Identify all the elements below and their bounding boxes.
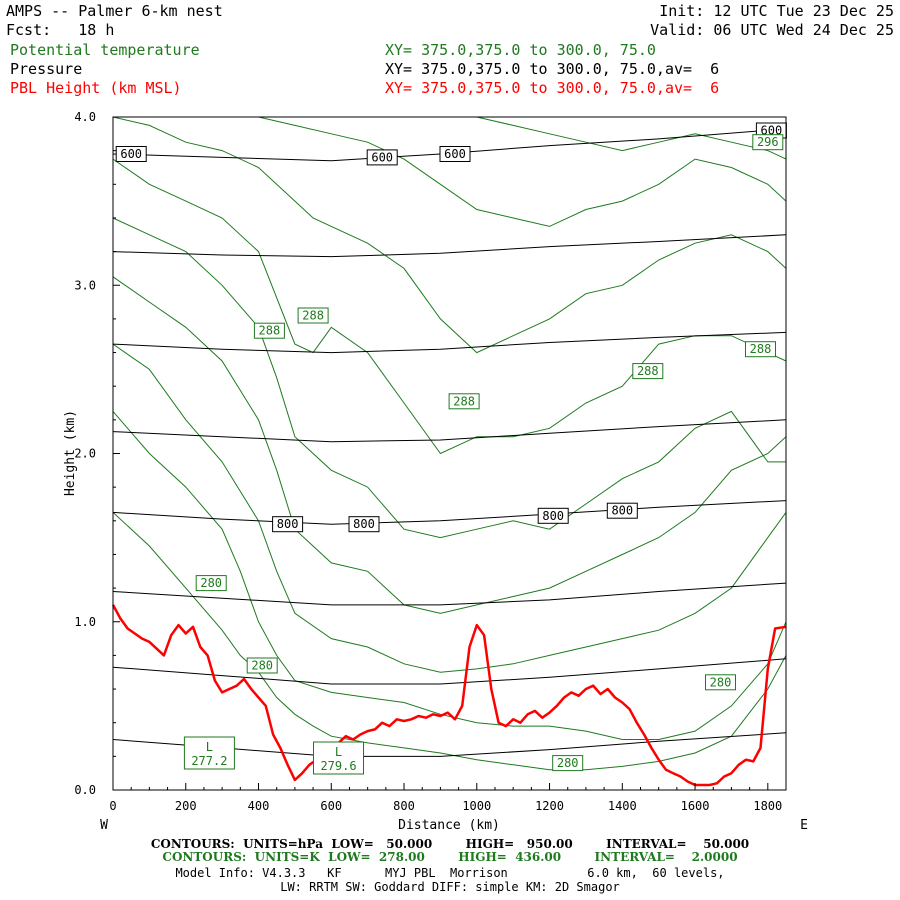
xy-pressure: XY= 375.0,375.0 to 300.0, 75.0,av= 6 (385, 60, 720, 78)
y-tick-label-2: 2.0 (74, 447, 96, 461)
theta-label-288: 288 (745, 341, 776, 358)
x-tick-label-1400: 1400 (608, 799, 637, 813)
svg-text:288: 288 (637, 364, 659, 378)
footer-theta-contours: CONTOURS: UNITS=K LOW= 278.00 HIGH= 436.… (162, 850, 738, 864)
y-tick-label-1: 1.0 (74, 615, 96, 629)
pressure-contour-800 (112, 500, 787, 525)
theta-low-letter: L (335, 745, 342, 759)
pressure-label-600: 600 (439, 146, 471, 162)
xy-pbl: XY= 375.0,375.0 to 300.0, 75.0,av= 6 (385, 79, 720, 97)
theta-contour-1 (112, 512, 787, 771)
footer-model-info: Model Info: V4.3.3 KF MYJ PBL Morrison 6… (175, 866, 725, 880)
svg-text:600: 600 (371, 150, 393, 164)
theta-contour-4 (112, 276, 787, 614)
svg-text:288: 288 (453, 394, 475, 408)
pressure-label-800: 800 (348, 516, 380, 533)
theta-label-280: 280 (705, 674, 736, 691)
x-tick-label-0: 0 (109, 799, 116, 813)
forecast-hour: Fcst: 18 h (6, 21, 115, 39)
svg-text:600: 600 (120, 147, 142, 161)
svg-text:280: 280 (557, 756, 579, 770)
pressure-contour-750 (112, 419, 787, 443)
pressure-label-600: 600 (366, 149, 398, 166)
theta-label-280: 280 (552, 755, 584, 772)
theta-label-288: 288 (448, 393, 480, 410)
field-pressure-label: Pressure (10, 60, 83, 78)
theta-contour-9 (476, 116, 787, 160)
xy-theta: XY= 375.0,375.0 to 300.0, 75.0 (385, 41, 656, 59)
x-tick-label-1000: 1000 (462, 799, 491, 813)
theta-label-280: 280 (195, 575, 227, 592)
theta-label-280: 280 (246, 657, 278, 674)
pressure-label-800: 800 (606, 502, 638, 519)
x-tick-label-600: 600 (320, 799, 342, 813)
pressure-label-800: 800 (272, 516, 304, 533)
theta-contour-2 (112, 411, 787, 740)
theta-low-letter: L (206, 740, 213, 754)
x-axis-label: Distance (km) (398, 818, 500, 833)
svg-text:600: 600 (444, 147, 466, 161)
svg-text:296: 296 (757, 135, 779, 149)
svg-text:600: 600 (761, 124, 783, 138)
pressure-contour-700 (112, 331, 787, 354)
pressure-contour-850 (112, 582, 787, 606)
theta-low-value: 279.6 (320, 759, 356, 773)
theta-contour-8 (258, 116, 787, 227)
valid-time: Valid: 06 UTC Wed 24 Dec 25 (650, 21, 894, 39)
x-tick-label-800: 800 (393, 799, 415, 813)
y-tick-label-0: 0.0 (74, 783, 96, 797)
svg-text:288: 288 (750, 342, 772, 356)
footer-pressure-contours: CONTOURS: UNITS=hPa LOW= 50.000 HIGH= 95… (150, 837, 750, 851)
svg-text:280: 280 (251, 659, 273, 673)
svg-text:800: 800 (611, 504, 633, 518)
pressure-contour-900 (112, 658, 787, 685)
y-axis-label: Height (km) (63, 410, 78, 496)
theta-contour-6 (112, 158, 787, 455)
pbl-height-line (111, 604, 787, 787)
west-label: W (100, 818, 108, 833)
theta-contour-3 (112, 343, 787, 673)
x-tick-label-1800: 1800 (753, 799, 782, 813)
pressure-label-600: 600 (115, 146, 147, 162)
svg-text:800: 800 (542, 509, 564, 523)
theta-label-288: 288 (297, 307, 329, 324)
field-pbl-label: PBL Height (km MSL) (10, 79, 182, 97)
theta-label-296: 296 (752, 134, 784, 151)
y-tick-label-3: 3.0 (74, 278, 96, 292)
x-tick-label-1600: 1600 (681, 799, 710, 813)
chart-title: AMPS -- Palmer 6-km nest (6, 2, 223, 20)
x-tick-label-400: 400 (248, 799, 270, 813)
svg-text:288: 288 (259, 324, 281, 338)
theta-low-value: 277.2 (191, 754, 227, 768)
theta-contour-7 (112, 116, 787, 354)
init-time: Init: 12 UTC Tue 23 Dec 25 (659, 2, 894, 20)
svg-text:288: 288 (302, 309, 324, 323)
svg-text:280: 280 (710, 675, 732, 689)
svg-text:280: 280 (200, 576, 222, 590)
theta-label-288: 288 (632, 363, 664, 380)
plot-frame (112, 116, 787, 791)
x-tick-label-200: 200 (175, 799, 197, 813)
pressure-contour-650 (112, 234, 787, 258)
field-theta-label: Potential temperature (10, 41, 200, 59)
svg-text:800: 800 (277, 517, 299, 531)
east-label: E (800, 818, 808, 833)
theta-label-288: 288 (253, 322, 285, 339)
footer-physics-info: LW: RRTM SW: Goddard DIFF: simple KM: 2D… (280, 880, 620, 894)
cross-section-chart: 600 600 600 600 800 800 800 800 296 288 288 288 288 2… (63, 110, 808, 833)
theta-contour-5 (112, 217, 786, 539)
x-tick-label-1200: 1200 (535, 799, 564, 813)
y-tick-label-4: 4.0 (74, 110, 96, 124)
svg-text:800: 800 (353, 517, 375, 531)
pressure-label-800: 800 (537, 507, 569, 524)
